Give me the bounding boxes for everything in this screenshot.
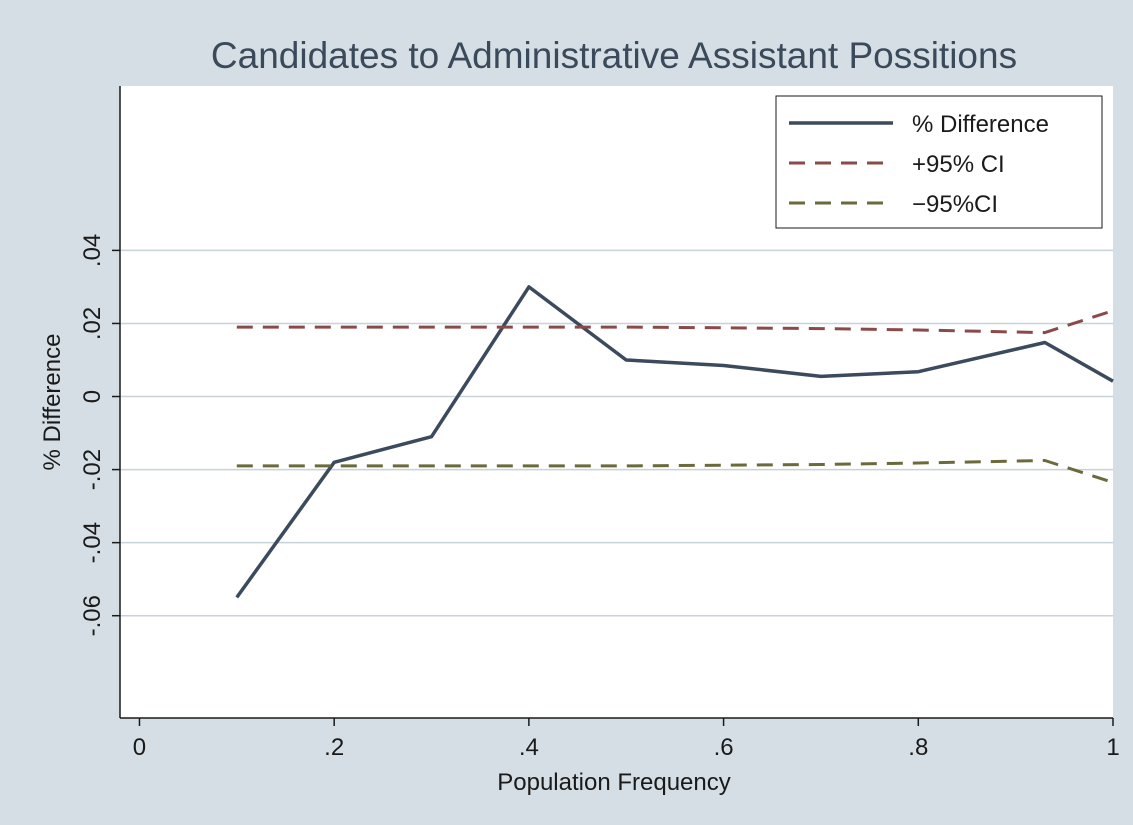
- x-tick-label: 1: [1106, 734, 1119, 761]
- series-line: [235, 285, 1114, 599]
- y-tick-label: -.04: [79, 522, 106, 563]
- x-tick-label: .8: [908, 734, 928, 761]
- chart-title: Candidates to Administrative Assistant P…: [211, 35, 1017, 76]
- x-tick-label: .6: [714, 734, 734, 761]
- y-tick-label: 0: [79, 390, 106, 403]
- y-axis-title: % Difference: [39, 334, 66, 471]
- legend-label: −95%CI: [912, 191, 998, 218]
- series-2: [236, 309, 1114, 335]
- legend-label: % Difference: [912, 111, 1049, 138]
- y-tick-label: .02: [79, 307, 106, 340]
- x-tick-label: 0: [133, 734, 146, 761]
- y-tick-label: -.02: [79, 449, 106, 490]
- series-3: [236, 459, 1114, 484]
- x-tick-label: .2: [324, 734, 344, 761]
- legend-label: +95% CI: [912, 151, 1005, 178]
- axes: -.06 -.04 -.02 0 .02 .04 0 .2 .4 .6 .8 1: [79, 86, 1120, 761]
- series-lines: [235, 285, 1114, 599]
- legend: % Difference +95% CI −95%CI: [775, 95, 1103, 229]
- grid-lines: [120, 249, 1113, 617]
- y-tick-label: -.06: [79, 595, 106, 636]
- series-1: [235, 285, 1114, 599]
- y-tick-label: .04: [79, 234, 106, 267]
- x-axis-title: Population Frequency: [497, 769, 730, 796]
- x-tick-label: .4: [519, 734, 539, 761]
